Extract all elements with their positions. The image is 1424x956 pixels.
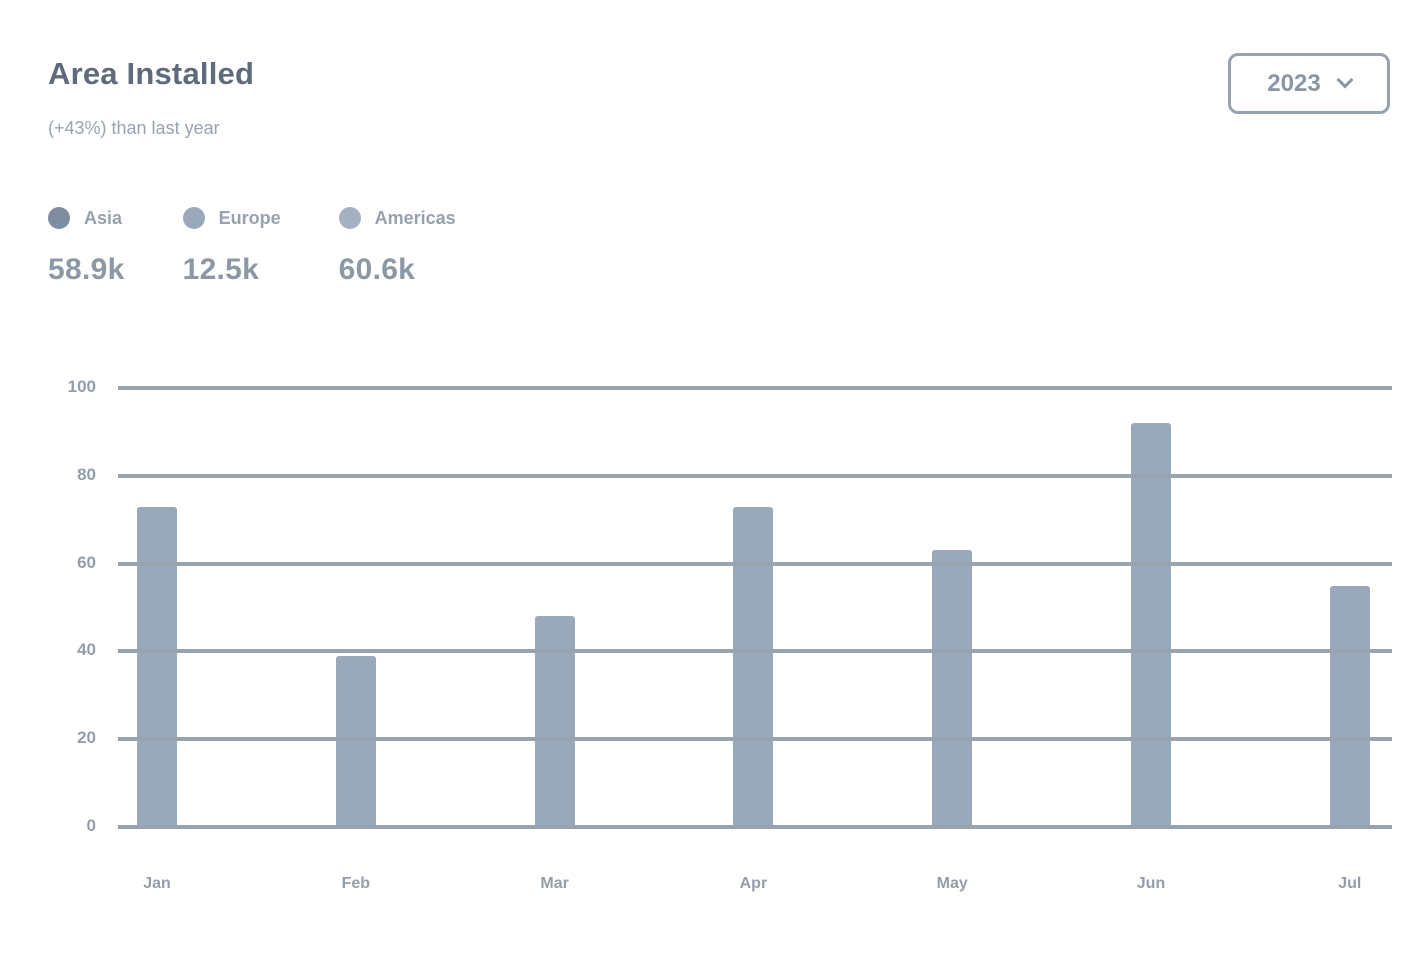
legend: Asia 58.9k Europe 12.5k Americas 60.6k	[48, 207, 456, 287]
legend-marker	[338, 207, 361, 229]
y-axis-tick-label: 60	[77, 552, 96, 572]
x-axis-tick-label: May	[936, 875, 968, 892]
legend-item-americas: Americas 60.6k	[338, 207, 456, 287]
bar-may[interactable]	[932, 550, 973, 827]
x-axis-tick-label: Jun	[1136, 875, 1166, 892]
legend-item-asia: Asia 58.9k	[48, 207, 125, 287]
legend-marker	[48, 207, 70, 229]
legend-label: Asia	[84, 207, 123, 228]
gridline	[118, 649, 1392, 654]
y-axis-tick-label: 0	[86, 816, 96, 835]
bar-mar[interactable]	[534, 616, 575, 827]
gridline	[118, 386, 1392, 390]
legend-item-europe: Europe 12.5k	[182, 207, 281, 287]
year-select[interactable]: 2023	[1228, 53, 1390, 114]
legend-toggle-asia[interactable]: Asia	[48, 207, 125, 229]
legend-label: Europe	[218, 207, 281, 228]
legend-marker	[182, 207, 205, 229]
legend-toggle-americas[interactable]: Americas	[338, 207, 456, 229]
legend-value: 58.9k	[48, 253, 125, 286]
bar-jul[interactable]	[1329, 585, 1370, 827]
bar-jan[interactable]	[137, 506, 177, 827]
x-axis-tick-label: Feb	[341, 875, 371, 892]
gridline	[118, 561, 1392, 566]
bar-jun[interactable]	[1131, 423, 1171, 827]
x-axis-tick-label: Jan	[143, 875, 171, 892]
x-axis-tick-label: Mar	[540, 875, 569, 892]
bar-feb[interactable]	[335, 655, 376, 827]
chevron-down-icon	[1336, 71, 1354, 88]
legend-label: Americas	[374, 207, 456, 228]
year-select-value: 2023	[1267, 69, 1321, 97]
gridline	[118, 473, 1392, 478]
x-axis-tick-label: Apr	[739, 875, 768, 892]
gridline	[118, 737, 1392, 742]
gridline	[118, 825, 1392, 829]
bar-chart: 0 20 40 60 80 100 Jan Feb Mar Apr May Jun Jul	[0, 377, 1424, 920]
chart-title: Area Installed	[48, 56, 255, 91]
y-axis-tick-label: 80	[77, 464, 96, 484]
x-axis-tick-label: Jul	[1338, 875, 1362, 892]
legend-toggle-europe[interactable]: Europe	[182, 207, 281, 229]
chart-subtitle: (+43%) than last year	[48, 118, 220, 138]
bar-apr[interactable]	[733, 506, 774, 827]
legend-value: 12.5k	[182, 253, 260, 286]
y-axis-tick-label: 20	[77, 728, 96, 748]
y-axis-tick-label: 100	[67, 377, 96, 396]
y-axis-tick-label: 40	[77, 640, 96, 660]
legend-value: 60.6k	[338, 253, 416, 286]
